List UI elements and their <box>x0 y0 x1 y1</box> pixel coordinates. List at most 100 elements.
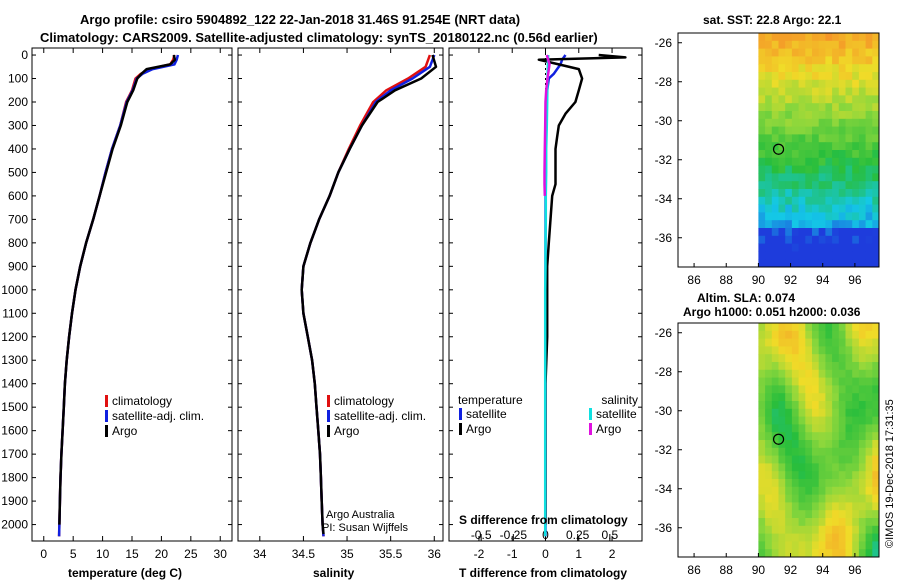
heat-cell <box>818 440 826 449</box>
heat-cell <box>785 40 793 49</box>
heat-cell <box>818 40 826 49</box>
heat-cell <box>778 157 786 166</box>
heat-cell <box>791 533 799 542</box>
heat-cell <box>832 533 840 542</box>
heat-cell <box>805 401 813 410</box>
lat-tick-label: -26 <box>655 326 673 340</box>
heat-cell <box>832 463 840 472</box>
heat-cell <box>838 432 846 441</box>
heat-cell <box>771 196 779 205</box>
heat-cell <box>812 362 820 371</box>
heat-cell <box>818 126 826 135</box>
depth-tick-label: 1800 <box>1 471 28 485</box>
heat-cell <box>765 424 773 433</box>
heat-cell <box>785 346 793 355</box>
heat-cell <box>805 525 813 534</box>
heat-cell <box>758 385 766 394</box>
heat-cell <box>758 79 766 88</box>
heat-cell <box>771 447 779 456</box>
heat-cell <box>812 173 820 182</box>
heat-cell <box>825 463 833 472</box>
heat-cell <box>771 212 779 221</box>
heat-cell <box>818 455 826 464</box>
heat-cell <box>858 235 866 244</box>
heat-cell <box>825 103 833 112</box>
lat-tick-label: -32 <box>655 153 673 167</box>
heat-cell <box>771 103 779 112</box>
heat-cell <box>872 189 880 198</box>
heat-cell <box>858 549 866 558</box>
heat-cell <box>825 385 833 394</box>
heat-cell <box>858 510 866 519</box>
heat-cell <box>838 189 846 198</box>
heat-cell <box>838 354 846 363</box>
heat-cell <box>785 251 793 260</box>
heat-cell <box>825 432 833 441</box>
heat-cell <box>771 401 779 410</box>
heat-cell <box>791 95 799 104</box>
heat-cell <box>832 385 840 394</box>
heat-cell <box>865 385 873 394</box>
heat-cell <box>778 455 786 464</box>
heat-cell <box>765 103 773 112</box>
heat-cell <box>865 518 873 527</box>
heat-cell <box>778 525 786 534</box>
heat-cell <box>798 393 806 402</box>
heat-cell <box>818 385 826 394</box>
heat-cell <box>865 181 873 190</box>
heat-cell <box>832 79 840 88</box>
heat-cell <box>771 118 779 127</box>
heat-cell <box>872 228 880 237</box>
heat-cell <box>865 157 873 166</box>
heat-cell <box>832 471 840 480</box>
legend-swatch <box>589 408 592 420</box>
heat-cell <box>865 549 873 558</box>
heat-cell <box>818 401 826 410</box>
heat-cell <box>865 525 873 534</box>
heat-cell <box>805 330 813 339</box>
heat-cell <box>872 212 880 221</box>
heat-cell <box>872 486 880 495</box>
heat-cell <box>798 204 806 213</box>
heat-cell <box>812 408 820 417</box>
heat-cell <box>778 251 786 260</box>
heat-cell <box>765 118 773 127</box>
heat-cell <box>798 346 806 355</box>
heat-cell <box>785 323 793 332</box>
heat-cell <box>852 330 860 339</box>
lon-tick-label: 94 <box>816 273 830 287</box>
heat-cell <box>838 235 846 244</box>
heat-cell <box>765 64 773 73</box>
heat-cell <box>798 33 806 42</box>
heat-cell <box>785 479 793 488</box>
depth-tick-label: 600 <box>8 189 28 203</box>
heat-cell <box>832 494 840 503</box>
heat-cell <box>785 56 793 65</box>
heat-cell <box>845 40 853 49</box>
heat-cell <box>778 424 786 433</box>
heat-cell <box>872 173 880 182</box>
heat-cell <box>791 251 799 260</box>
heat-cell <box>865 401 873 410</box>
heat-cell <box>832 338 840 347</box>
heat-cell <box>872 48 880 57</box>
depth-tick-label: 1600 <box>1 424 28 438</box>
heat-cell <box>825 150 833 159</box>
heat-cell <box>758 157 766 166</box>
heat-cell <box>812 533 820 542</box>
heat-cell <box>838 150 846 159</box>
depth-tick-label: 0 <box>21 48 28 62</box>
heat-cell <box>858 40 866 49</box>
heat-cell <box>838 510 846 519</box>
heat-cell <box>825 259 833 268</box>
heat-cell <box>791 181 799 190</box>
heat-cell <box>865 173 873 182</box>
heat-cell <box>771 40 779 49</box>
heat-cell <box>852 40 860 49</box>
heat-cell <box>845 479 853 488</box>
heat-cell <box>858 393 866 402</box>
heat-cell <box>845 111 853 120</box>
heat-cell <box>785 385 793 394</box>
heat-cell <box>805 40 813 49</box>
heat-cell <box>778 369 786 378</box>
